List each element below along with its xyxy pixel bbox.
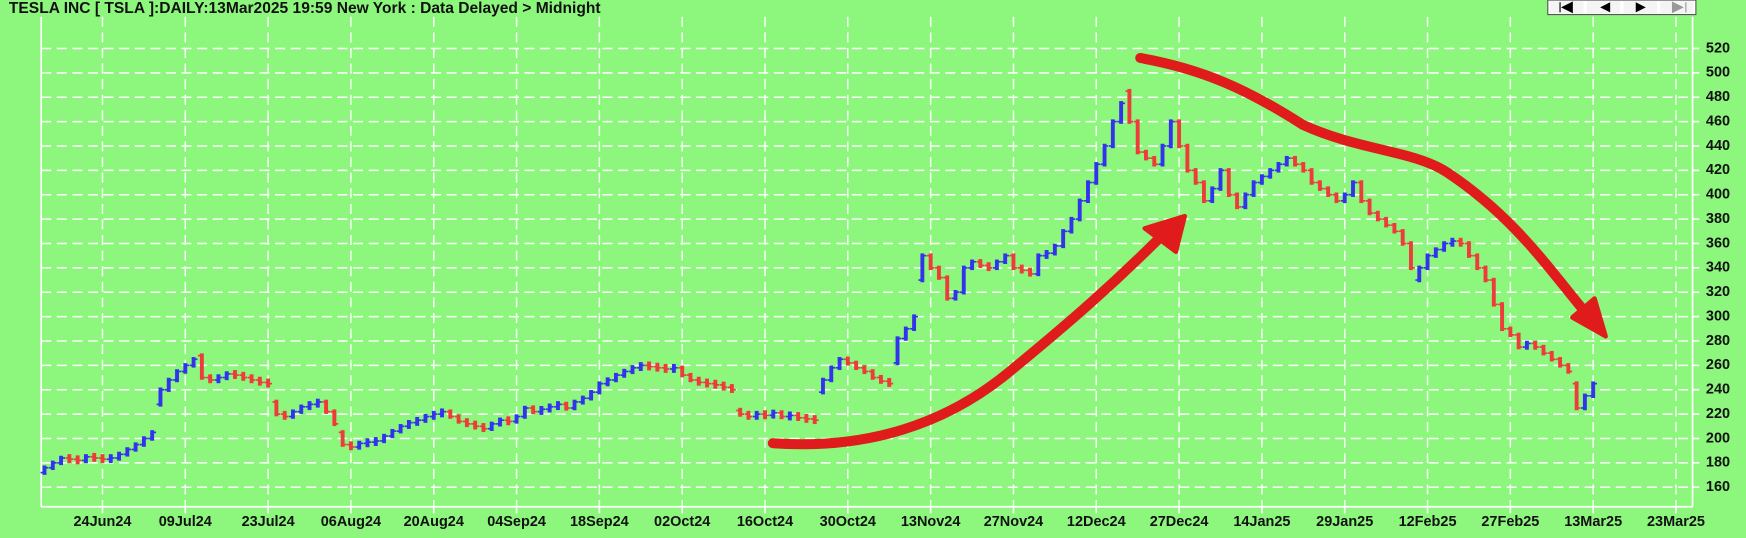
x-tick-label: 16Oct24: [737, 514, 793, 530]
x-tick-label: 04Sep24: [487, 514, 546, 530]
y-tick-label: 160: [1706, 479, 1730, 495]
x-tick-label: 13Nov24: [901, 514, 961, 530]
nav-bar: [1547, 0, 1697, 16]
x-tick-label: 06Aug24: [321, 514, 381, 530]
chart-title: TESLA INC [ TSLA ]:DAILY:13Mar2025 19:59…: [9, 0, 601, 17]
x-tick-label: 02Oct24: [654, 514, 710, 530]
y-tick-label: 340: [1706, 260, 1730, 276]
icon: [1671, 1, 1687, 14]
x-tick-label: 20Aug24: [404, 514, 464, 530]
nav-buttons: [1547, 0, 1697, 16]
x-tick-label: 12Dec24: [1067, 514, 1126, 530]
x-tick-label: 14Jan25: [1233, 514, 1290, 530]
y-tick-label: 320: [1706, 284, 1730, 300]
arrow-up: [767, 228, 1169, 450]
x-tick-label: 27Feb25: [1481, 514, 1539, 530]
y-tick-label: 480: [1706, 89, 1730, 105]
y-tick-label: 380: [1706, 211, 1730, 227]
x-tick-label: 23Jul24: [242, 514, 295, 530]
x-tick-label: 18Sep24: [570, 514, 629, 530]
x-tick-label: 12Feb25: [1399, 514, 1457, 530]
y-tick-label: 280: [1706, 333, 1730, 349]
nav-last[interactable]: [1660, 1, 1694, 14]
icon: [1600, 2, 1611, 13]
x-tick-label: 09Jul24: [159, 514, 212, 530]
y-tick-label: 520: [1706, 40, 1730, 56]
arrow-down: [1135, 52, 1592, 320]
nav-next[interactable]: [1623, 1, 1657, 14]
x-tick-label: 29Jan25: [1316, 514, 1373, 530]
x-tick-label: 27Nov24: [984, 514, 1044, 530]
y-tick-label: 180: [1706, 455, 1730, 471]
y-tick-label: 260: [1706, 357, 1730, 373]
y-tick-label: 420: [1706, 162, 1730, 178]
nav-first[interactable]: [1550, 1, 1584, 14]
arrowhead: [1142, 213, 1188, 254]
x-tick-label: 13Mar25: [1564, 514, 1622, 530]
y-tick-label: 200: [1706, 430, 1730, 446]
y-tick-label: 460: [1706, 113, 1730, 129]
y-tick-label: 400: [1706, 187, 1730, 203]
arrowhead: [1570, 296, 1608, 339]
y-tick-label: 240: [1706, 382, 1730, 398]
x-tick-label: 24Jun24: [74, 514, 132, 530]
y-tick-label: 300: [1706, 308, 1730, 324]
x-tick-label: 23Mar25: [1647, 514, 1705, 530]
icon: [1635, 2, 1646, 13]
y-tick-label: 360: [1706, 235, 1730, 251]
nav-prev[interactable]: [1586, 1, 1621, 14]
y-tick-label: 500: [1706, 65, 1730, 81]
x-tick-label: 30Oct24: [820, 514, 876, 530]
y-tick-label: 440: [1706, 138, 1730, 154]
icon: [1559, 1, 1573, 14]
y-tick-label: 220: [1706, 406, 1730, 422]
annotation-arrows: [767, 52, 1608, 450]
x-tick-label: 27Dec24: [1150, 514, 1209, 530]
price-bars: [40, 88, 1598, 475]
